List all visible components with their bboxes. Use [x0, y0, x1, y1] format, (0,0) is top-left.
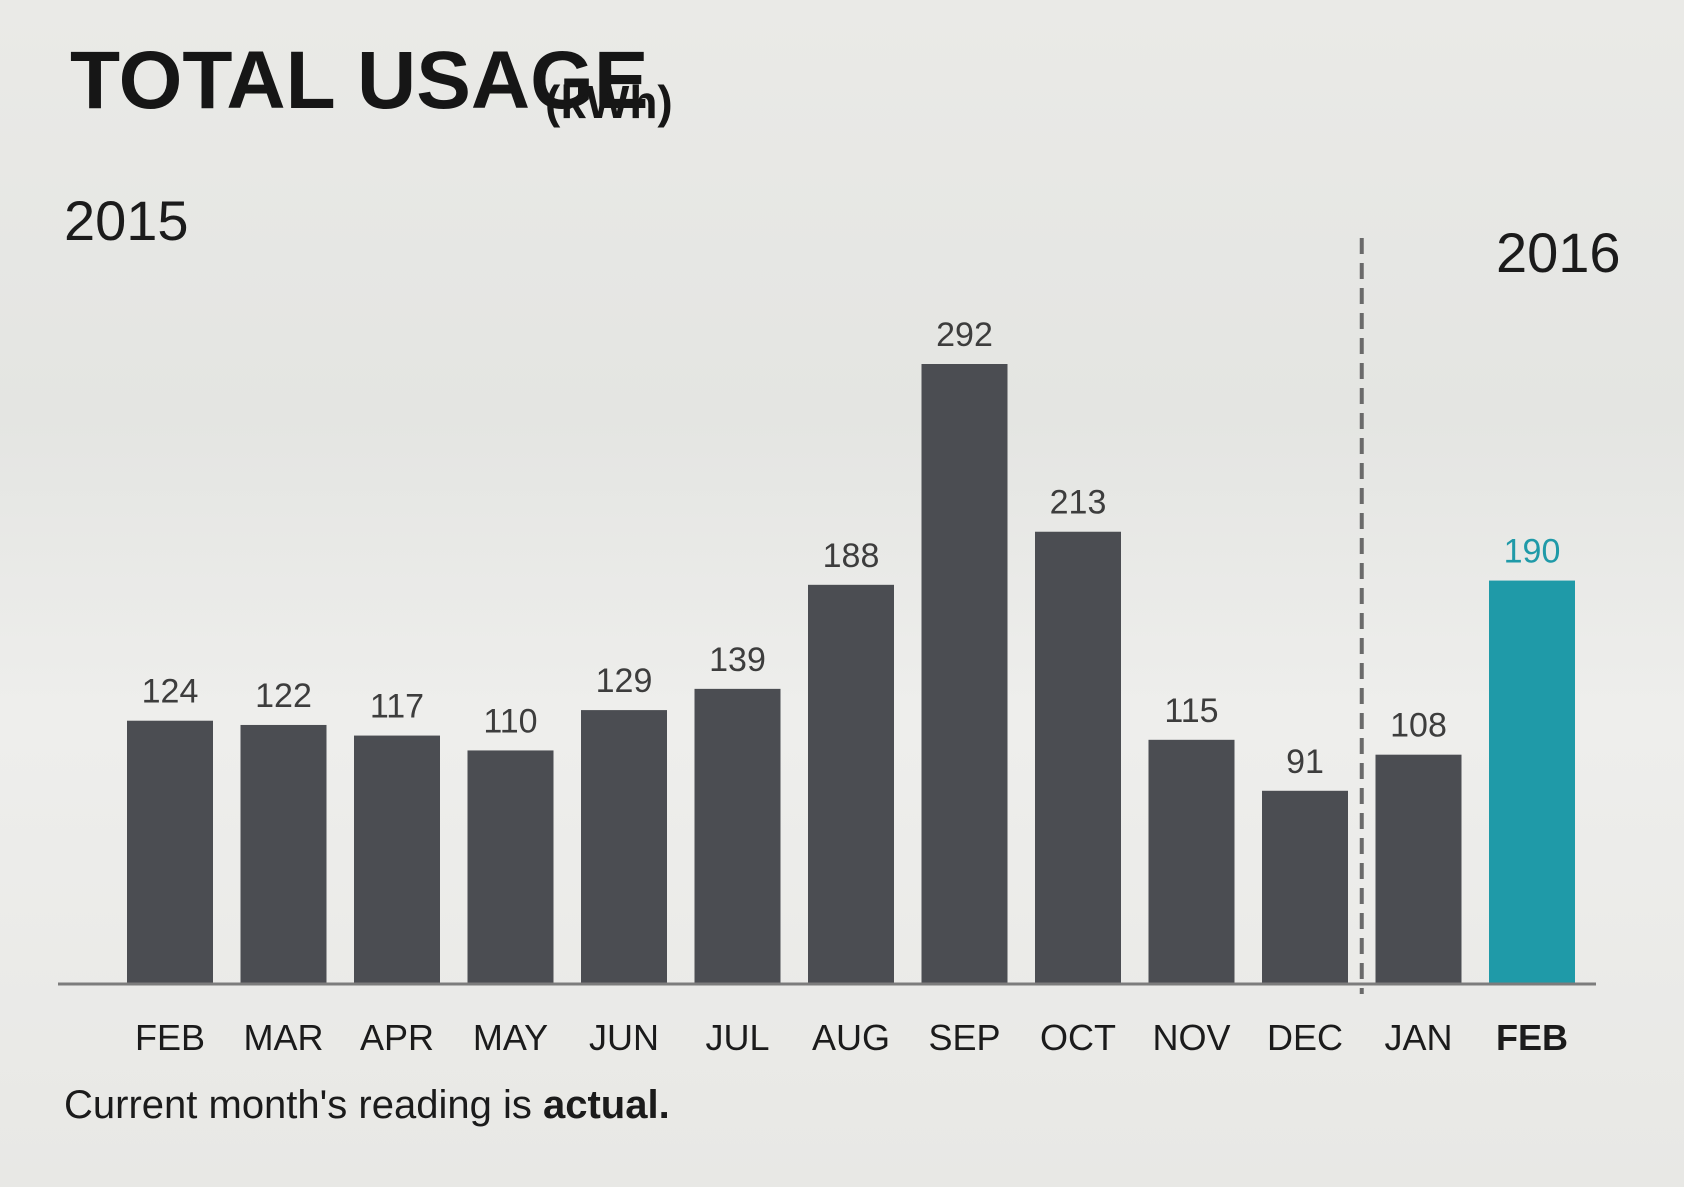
- bar-feb-0: [127, 720, 213, 984]
- bar-value-label: 108: [1390, 707, 1447, 745]
- bar-value-label: 188: [823, 537, 880, 575]
- bars-group: 124 122 117 110 129 139 188 292 213 115 91 108 190: [127, 316, 1575, 984]
- bar-nov-9: [1148, 739, 1235, 984]
- bar-jun-4: [581, 710, 667, 984]
- bar-oct-8: [1035, 531, 1121, 984]
- month-label-aug: AUG: [812, 1017, 890, 1058]
- bar-value-label: 190: [1504, 533, 1561, 571]
- month-label-jan: JAN: [1384, 1017, 1452, 1058]
- month-label-jul: JUL: [705, 1017, 769, 1058]
- bar-value-label: 213: [1050, 484, 1107, 522]
- month-label-may: MAY: [473, 1017, 548, 1058]
- bar-jan-11: [1375, 754, 1462, 984]
- month-label-oct: OCT: [1040, 1017, 1116, 1058]
- bar-mar-1: [240, 724, 327, 984]
- month-label-nov: NOV: [1152, 1017, 1230, 1058]
- bar-value-label: 129: [596, 662, 653, 700]
- month-label-dec: DEC: [1267, 1017, 1343, 1058]
- month-labels-group: FEB MAR APR MAY JUN JUL AUG SEP OCT NOV DEC JAN FEB: [135, 1017, 1568, 1058]
- month-label-mar: MAR: [244, 1017, 324, 1058]
- year-label-start: 2015: [64, 189, 189, 252]
- bar-jul-5: [694, 688, 781, 984]
- bar-dec-10: [1262, 790, 1348, 984]
- month-label-jun: JUN: [589, 1017, 659, 1058]
- month-label-sep: SEP: [928, 1017, 1000, 1058]
- bar-value-label: 139: [709, 641, 766, 679]
- month-label-feb: FEB: [135, 1017, 205, 1058]
- footnote-prefix: Current month's reading is: [64, 1083, 543, 1127]
- bar-feb-12: [1489, 580, 1575, 984]
- bar-value-label: 115: [1164, 692, 1218, 730]
- bar-sep-7: [921, 364, 1008, 984]
- bar-value-label: 122: [255, 677, 312, 715]
- year-label-end: 2016: [1496, 221, 1621, 284]
- bar-value-label: 110: [483, 702, 537, 740]
- chart-title: TOTAL USAGE: [70, 35, 649, 126]
- bar-value-label: 117: [370, 688, 424, 726]
- footnote-emphasis: actual.: [543, 1083, 670, 1127]
- footnote: Current month's reading is actual.: [64, 1083, 670, 1127]
- bar-value-label: 292: [936, 316, 993, 354]
- bar-may-3: [467, 750, 554, 984]
- chart-unit-label: (kWh): [545, 76, 673, 128]
- month-label-apr: APR: [360, 1017, 434, 1058]
- bar-apr-2: [354, 735, 440, 984]
- bar-value-label: 124: [142, 673, 199, 711]
- month-label-feb: FEB: [1496, 1017, 1568, 1058]
- bar-value-label: 91: [1286, 743, 1324, 781]
- bar-aug-6: [808, 584, 894, 984]
